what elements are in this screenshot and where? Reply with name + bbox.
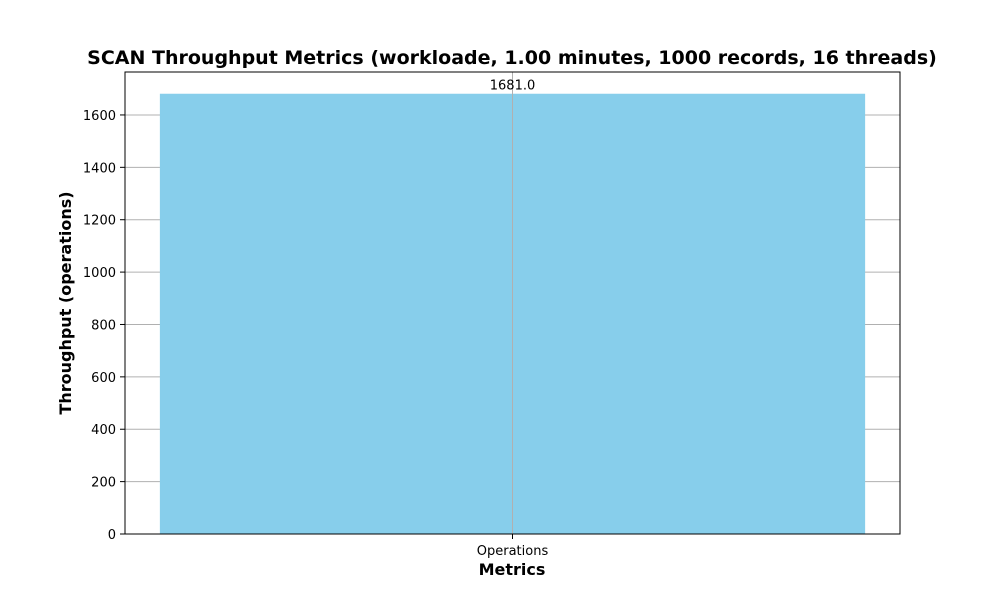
y-tick-label: 1400	[83, 161, 116, 176]
y-tick-label: 400	[91, 423, 116, 438]
y-axis-label: Throughput (operations)	[56, 191, 75, 414]
y-tick-label: 800	[91, 318, 116, 333]
y-tick-label: 200	[91, 476, 116, 491]
bar-value-label: 1681.0	[490, 79, 536, 94]
x-axis-label: Metrics	[479, 560, 546, 579]
chart-title: SCAN Throughput Metrics (workloade, 1.00…	[87, 47, 937, 69]
y-tick-label: 600	[91, 371, 116, 386]
y-tick-label: 1000	[83, 266, 116, 281]
data-labels-layer: 1681.0	[490, 79, 536, 94]
y-tick-label: 0	[108, 528, 116, 543]
y-tick-label: 1200	[83, 214, 116, 229]
y-axis-ticks: 0 200 400 600 800 1000 1200 1400 1600	[83, 109, 125, 543]
x-tick-label: Operations	[477, 544, 549, 559]
y-tick-label: 1600	[83, 109, 116, 124]
x-axis-ticks: Operations	[477, 534, 549, 559]
